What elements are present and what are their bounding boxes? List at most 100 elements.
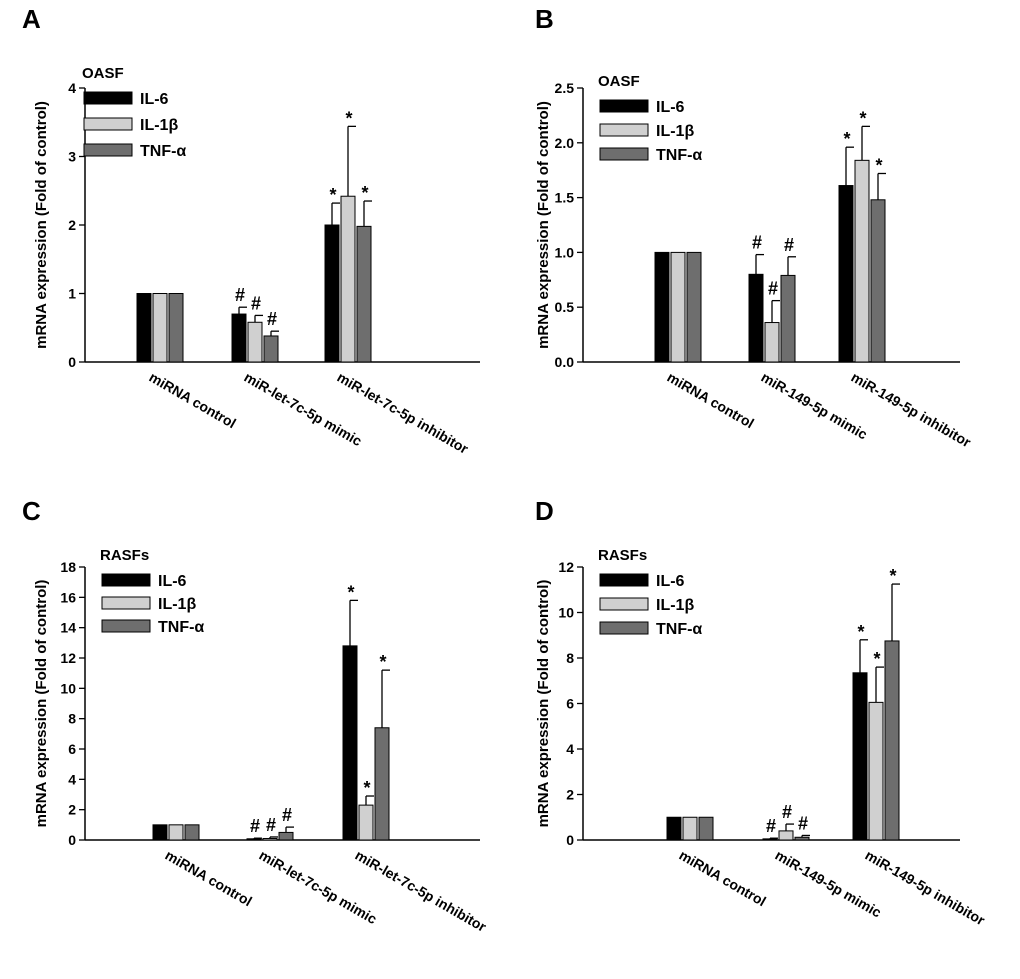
legend-title: RASFs — [598, 547, 647, 564]
significance-mark: * — [361, 183, 368, 203]
category-label: miRNA control — [677, 847, 769, 910]
significance-mark: * — [859, 108, 866, 128]
bar — [342, 645, 358, 841]
bar — [324, 224, 340, 363]
legend-swatch — [599, 99, 649, 113]
bar — [794, 836, 810, 841]
bar — [340, 195, 356, 363]
y-tick-label: 6 — [68, 741, 76, 757]
significance-mark: * — [329, 185, 336, 205]
significance-mark: * — [345, 108, 352, 128]
legend-label: TNF-α — [656, 147, 702, 164]
bar — [868, 701, 884, 841]
legend-swatch — [599, 573, 649, 587]
panel-label: C — [22, 496, 41, 526]
bar — [838, 185, 854, 363]
significance-mark: # — [251, 293, 261, 313]
legend-label: IL-6 — [140, 91, 169, 108]
bar — [262, 837, 278, 841]
bar — [168, 824, 184, 841]
y-tick-label: 1 — [68, 286, 76, 302]
significance-mark: # — [235, 285, 245, 305]
significance-mark: * — [363, 778, 370, 798]
bar — [184, 824, 200, 841]
bar — [152, 293, 168, 363]
y-tick-label: 0 — [68, 354, 76, 370]
significance-mark: * — [873, 649, 880, 669]
y-axis-label: mRNA expression (Fold of control) — [535, 580, 552, 828]
significance-mark: * — [875, 155, 882, 175]
y-tick-label: 0.5 — [555, 299, 575, 315]
legend-label: IL-6 — [656, 99, 685, 116]
legend-swatch — [83, 91, 133, 105]
legend-swatch — [83, 143, 133, 157]
bar — [854, 159, 870, 363]
bar — [168, 293, 184, 363]
legend-swatch — [599, 123, 649, 137]
significance-mark: * — [857, 622, 864, 642]
legend-label: IL-6 — [158, 573, 187, 590]
y-tick-label: 8 — [566, 650, 574, 666]
panel-label: D — [535, 496, 554, 526]
legend-swatch — [599, 597, 649, 611]
bar — [682, 816, 698, 841]
significance-mark: # — [752, 233, 762, 253]
legend-label: TNF-α — [140, 143, 186, 160]
panel-c: C 0 2 4 6 8 10 12 14 16 18 mRNA expression (Fold of… — [22, 496, 490, 935]
bar — [374, 727, 390, 841]
bar — [852, 672, 868, 841]
bar — [884, 640, 900, 841]
legend-label: IL-1β — [656, 123, 694, 140]
y-tick-label: 12 — [60, 650, 76, 666]
significance-mark: # — [267, 309, 277, 329]
y-tick-label: 2.5 — [555, 80, 575, 96]
significance-mark: # — [266, 815, 276, 835]
y-tick-label: 16 — [60, 589, 76, 605]
y-tick-label: 1.0 — [555, 244, 575, 260]
y-tick-label: 4 — [68, 80, 76, 96]
bar — [780, 274, 796, 363]
significance-mark: # — [782, 802, 792, 822]
legend-swatch — [599, 147, 649, 161]
legend-label: IL-1β — [140, 117, 178, 134]
legend-label: IL-6 — [656, 573, 685, 590]
y-tick-label: 1.5 — [555, 190, 575, 206]
y-tick-label: 10 — [60, 680, 76, 696]
legend-label: IL-1β — [158, 596, 196, 613]
bar — [278, 831, 294, 841]
y-tick-label: 2 — [68, 802, 76, 818]
significance-mark: * — [889, 566, 896, 586]
y-tick-label: 2.0 — [555, 135, 575, 151]
category-label: miR-149-5p inhibitor — [863, 847, 989, 929]
bar — [152, 824, 168, 841]
y-tick-label: 8 — [68, 711, 76, 727]
significance-mark: # — [766, 816, 776, 836]
y-tick-label: 4 — [68, 771, 76, 787]
bar — [263, 335, 279, 363]
bar — [654, 251, 670, 363]
significance-mark: # — [250, 816, 260, 836]
bar — [246, 838, 262, 841]
panel-d: D 0 2 4 6 8 10 12 mRNA expression (Fold of contr… — [535, 496, 988, 929]
legend-title: OASF — [598, 73, 640, 90]
y-axis-label: mRNA expression (Fold of control) — [33, 580, 50, 828]
significance-mark: * — [843, 129, 850, 149]
bar — [686, 251, 702, 363]
bar — [870, 199, 886, 363]
y-tick-label: 6 — [566, 696, 574, 712]
significance-mark: * — [379, 652, 386, 672]
bar — [762, 838, 778, 841]
significance-mark: # — [784, 235, 794, 255]
bar — [764, 322, 780, 363]
y-tick-label: 10 — [558, 605, 574, 621]
legend-label: IL-1β — [656, 597, 694, 614]
y-tick-label: 18 — [60, 559, 76, 575]
legend-swatch — [101, 596, 151, 610]
y-tick-label: 0 — [566, 832, 574, 848]
y-tick-label: 14 — [60, 620, 76, 636]
y-tick-label: 2 — [566, 787, 574, 803]
y-tick-label: 3 — [68, 149, 76, 165]
legend-swatch — [599, 621, 649, 635]
y-tick-label: 0.0 — [555, 354, 575, 370]
